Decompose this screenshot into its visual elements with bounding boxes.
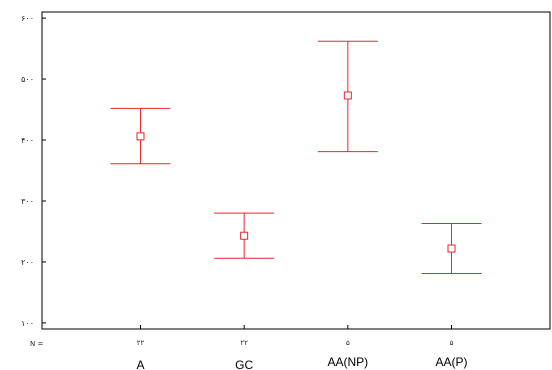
category-label: AA(P) — [436, 355, 468, 369]
n-count-label: ۲۲ — [137, 339, 145, 347]
category-label: A — [136, 358, 144, 370]
n-count-label: ۲۲ — [240, 339, 248, 347]
mean-marker — [136, 132, 145, 141]
n-count-label: ۵ — [346, 339, 350, 347]
n-count-label: ۵ — [450, 339, 454, 347]
plot-frame — [41, 11, 551, 330]
mean-marker — [447, 244, 456, 253]
y-tick-label: ۲۰۰ — [21, 258, 34, 267]
error-bars — [110, 40, 482, 275]
mean-marker — [343, 91, 352, 100]
y-tick-label: ۴۰۰ — [21, 136, 34, 145]
y-tick-label: ۱۰۰ — [21, 319, 34, 328]
n-label: N = — [30, 340, 43, 348]
y-axis: ۱۰۰ ۲۰۰ ۳۰۰ ۴۰۰ ۵۰۰ ۶۰۰ — [21, 14, 46, 328]
error-bar-group — [421, 223, 482, 275]
y-tick-label: ۳۰۰ — [21, 197, 34, 206]
y-tick-label: ۵۰۰ — [21, 75, 34, 84]
error-bar-group — [110, 107, 171, 165]
error-bar-group — [317, 40, 378, 153]
mean-marker — [240, 231, 249, 240]
category-label: AA(NP) — [328, 355, 369, 369]
x-axis: ۲۲ A ۲۲ GC ۵ AA(NP) ۵ AA(P) — [136, 325, 468, 370]
y-tick-label: ۶۰۰ — [21, 14, 34, 23]
error-bar-group — [214, 212, 275, 259]
category-label: GC — [235, 358, 253, 370]
